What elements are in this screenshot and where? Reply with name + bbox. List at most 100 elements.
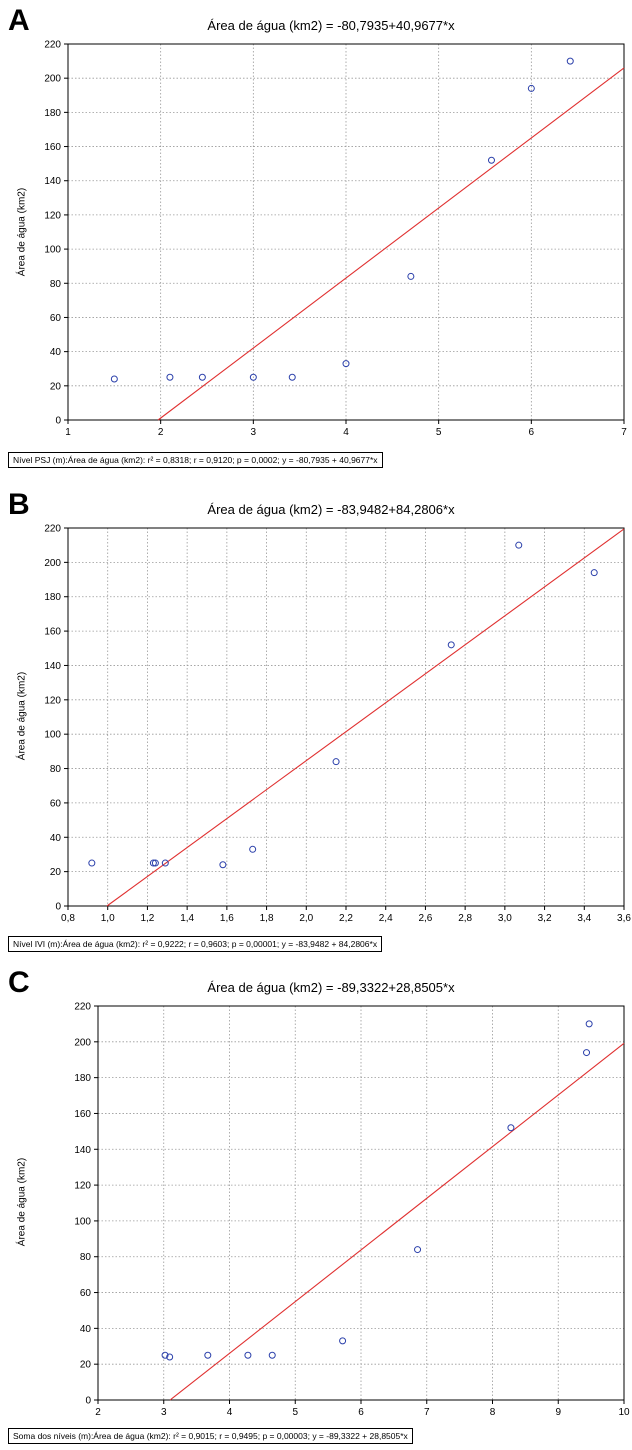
y-tick-label: 220 [44,40,61,51]
x-tick-label: 3,2 [538,913,552,924]
data-point [268,1351,276,1359]
y-tick-label: 140 [44,176,61,187]
chart-panel-b: B Área de água (km2) = -83,9482+84,2806*… [0,484,632,954]
y-tick-label: 200 [44,74,61,85]
data-point [339,1337,347,1345]
data-point [149,859,157,867]
y-tick-label: 80 [80,1252,92,1263]
y-tick-label: 20 [50,381,62,392]
regression-summary: Soma dos níveis (m):Área de água (km2): … [8,1428,413,1444]
x-tick-label: 2,2 [339,913,353,924]
chart-title: Área de água (km2) = -80,7935+40,9677*x [207,18,455,33]
x-tick-label: 1,6 [220,913,234,924]
chart-title: Área de água (km2) = -89,3322+28,8505*x [207,980,455,995]
regression-line [157,67,625,421]
data-point [249,373,257,381]
data-point [204,1351,212,1359]
y-tick-label: 140 [44,661,61,672]
data-point [166,373,174,381]
y-tick-label: 100 [74,1216,91,1227]
x-tick-label: 2,8 [458,913,472,924]
x-tick-label: 7 [424,1407,430,1418]
y-tick-label: 220 [44,524,61,535]
chart-panel-c: C Área de água (km2) = -89,3322+28,8505*… [0,962,632,1450]
scatter-plot: 1 2 3 4 5 6 7 0 20 40 60 80 100 120 140 160 180 200 220 [44,40,627,439]
regression-summary: Nível PSJ (m):Área de água (km2): r² = 0… [8,452,383,468]
y-tick-label: 0 [85,1396,91,1407]
y-tick-label: 180 [44,108,61,119]
data-point [342,360,350,368]
y-tick-label: 180 [44,592,61,603]
x-tick-label: 1 [65,427,71,438]
data-point [161,1351,169,1359]
y-tick-label: 80 [50,764,62,775]
data-point [244,1351,252,1359]
y-tick-label: 0 [55,902,61,913]
panel-letter: C [8,966,30,999]
regression-line [169,1042,625,1401]
x-tick-label: 6 [358,1407,364,1418]
data-point [527,84,535,92]
x-tick-label: 3,4 [577,913,591,924]
x-tick-label: 6 [529,427,535,438]
data-point [515,541,523,549]
y-tick-label: 180 [74,1073,91,1084]
data-point [590,569,598,577]
data-point [249,845,257,853]
data-point [219,861,227,869]
x-tick-label: 3,6 [617,913,631,924]
x-tick-label: 8 [490,1407,496,1418]
regression-summary: Nível IVI (m):Área de água (km2): r² = 0… [8,936,383,952]
y-tick-label: 20 [80,1360,92,1371]
chart-title: Área de água (km2) = -83,9482+84,2806*x [207,502,455,517]
x-tick-label: 2,0 [299,913,313,924]
y-tick-label: 120 [74,1181,91,1192]
y-tick-label: 160 [44,627,61,638]
data-point [332,758,340,766]
x-tick-label: 1,2 [140,913,154,924]
y-tick-label: 100 [44,730,61,741]
data-point [166,1353,174,1361]
y-tick-label: 60 [80,1288,92,1299]
y-tick-label: 100 [44,245,61,256]
x-tick-label: 2,6 [418,913,432,924]
y-tick-label: 140 [74,1145,91,1156]
panel-letter: A [8,4,30,37]
data-point [110,375,118,383]
x-tick-label: 5 [292,1407,298,1418]
data-point [414,1246,422,1254]
regression-line [106,528,625,907]
y-tick-label: 220 [74,1002,91,1013]
x-tick-label: 10 [618,1407,630,1418]
x-tick-label: 2,4 [379,913,393,924]
x-tick-label: 3 [251,427,257,438]
scatter-plot: 0,8 1,0 1,2 1,4 1,6 1,8 2,0 2,2 2,4 2,6 2,8 3,0 3,2 3… [44,524,631,925]
data-point [583,1049,591,1057]
x-tick-label: 3 [161,1407,167,1418]
x-tick-label: 4 [343,427,349,438]
x-tick-label: 3,0 [498,913,512,924]
y-tick-label: 60 [50,313,62,324]
y-tick-label: 200 [44,558,61,569]
data-point [487,156,495,164]
data-point [566,57,574,65]
y-tick-label: 200 [74,1037,91,1048]
y-tick-label: 60 [50,798,62,809]
data-point [161,859,169,867]
y-tick-label: 40 [50,833,62,844]
y-tick-label: 40 [50,347,62,358]
y-tick-label: 40 [80,1324,92,1335]
x-tick-label: 1,4 [180,913,194,924]
y-tick-label: 0 [55,416,61,427]
y-tick-label: 120 [44,695,61,706]
data-point [88,859,96,867]
data-point [407,272,415,280]
y-tick-label: 160 [74,1109,91,1120]
x-tick-label: 1,0 [101,913,115,924]
y-tick-label: 80 [50,279,62,290]
data-point [288,373,296,381]
x-tick-label: 5 [436,427,442,438]
x-tick-label: 0,8 [61,913,75,924]
x-tick-label: 7 [621,427,627,438]
